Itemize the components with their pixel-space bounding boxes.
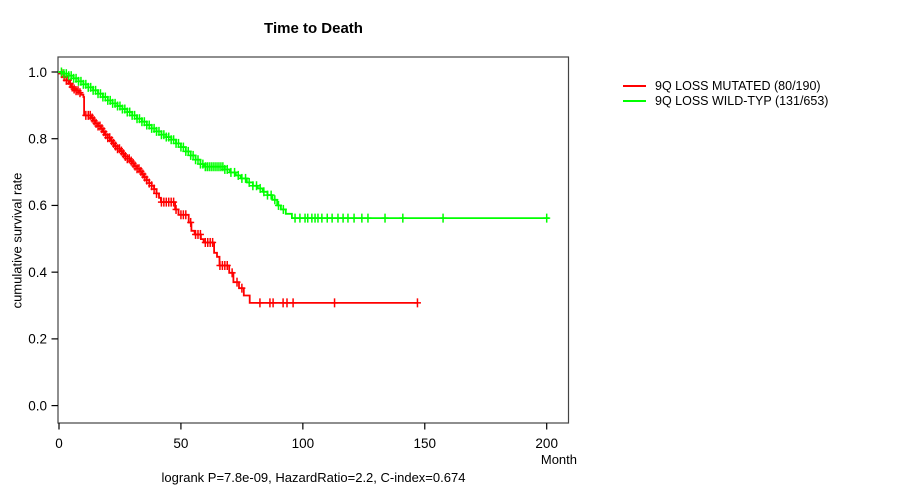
y-tick-label: 0.8 xyxy=(28,132,47,147)
x-tick-label: 50 xyxy=(173,436,188,451)
plot-box xyxy=(57,56,570,424)
legend: 9Q LOSS MUTATED (80/190) 9Q LOSS WILD-TY… xyxy=(623,78,828,108)
legend-label-wildtype: 9Q LOSS WILD-TYP (131/653) xyxy=(655,93,829,108)
y-tick-label: 0.4 xyxy=(28,265,47,280)
legend-item-wildtype: 9Q LOSS WILD-TYP (131/653) xyxy=(623,93,828,108)
x-tick-label: 100 xyxy=(292,436,315,451)
legend-label-mutated: 9Q LOSS MUTATED (80/190) xyxy=(655,78,821,93)
x-tick-label: 150 xyxy=(414,436,437,451)
legend-line-red xyxy=(623,84,646,87)
y-axis-title: cumulative survival rate xyxy=(9,172,25,309)
x-tick-label: 200 xyxy=(535,436,558,451)
y-tick-label: 0.0 xyxy=(28,398,47,413)
y-tick-label: 0.6 xyxy=(28,198,47,213)
legend-line-green xyxy=(623,99,646,102)
x-axis-title: Month xyxy=(540,452,577,467)
stats-annotation: logrank P=7.8e-09, HazardRatio=2.2, C-in… xyxy=(161,470,466,485)
legend-item-mutated: 9Q LOSS MUTATED (80/190) xyxy=(623,78,828,93)
survival-curve-1 xyxy=(59,71,550,219)
y-tick-label: 0.2 xyxy=(28,332,47,347)
y-tick-label: 1.0 xyxy=(28,65,47,80)
x-tick-label: 0 xyxy=(55,436,63,451)
page-title: Time to Death xyxy=(264,20,363,37)
